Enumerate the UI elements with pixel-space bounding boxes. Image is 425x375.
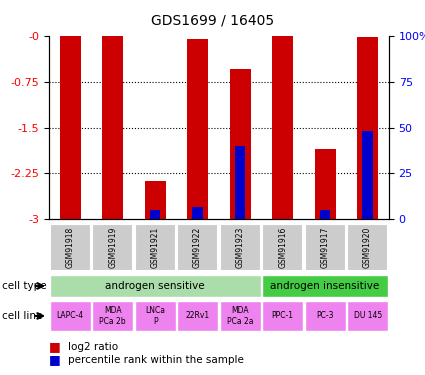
Text: ■: ■	[49, 340, 61, 353]
Text: ■: ■	[49, 354, 61, 366]
Bar	[50, 224, 91, 271]
Text: MDA
PCa 2b: MDA PCa 2b	[99, 306, 126, 326]
Bar	[314, 149, 336, 219]
Text: GSM91923: GSM91923	[235, 227, 245, 268]
Bar	[305, 224, 346, 271]
Bar	[135, 301, 176, 331]
Bar	[357, 37, 378, 219]
Bar	[220, 224, 261, 271]
Text: LNCa
P: LNCa P	[145, 306, 165, 326]
Bar	[347, 301, 388, 331]
Bar	[192, 207, 203, 219]
Bar	[150, 210, 160, 219]
Text: 22Rv1: 22Rv1	[186, 311, 210, 320]
Bar	[135, 224, 176, 271]
Text: percentile rank within the sample: percentile rank within the sample	[68, 355, 244, 365]
Bar	[220, 301, 261, 331]
Text: GSM91920: GSM91920	[363, 227, 372, 268]
Text: GSM91916: GSM91916	[278, 227, 287, 268]
Bar	[272, 36, 293, 219]
Text: GSM91919: GSM91919	[108, 227, 117, 268]
Text: cell type: cell type	[2, 281, 47, 291]
Bar	[235, 146, 245, 219]
Bar	[230, 69, 251, 219]
Bar	[362, 131, 373, 219]
Bar	[144, 182, 166, 219]
Text: MDA
PCa 2a: MDA PCa 2a	[227, 306, 253, 326]
Text: GSM91918: GSM91918	[65, 227, 75, 268]
Text: androgen sensitive: androgen sensitive	[105, 281, 205, 291]
Bar	[177, 301, 218, 331]
Bar	[102, 36, 123, 219]
Bar	[177, 224, 218, 271]
Bar	[305, 301, 346, 331]
Bar	[92, 301, 133, 331]
Text: cell line: cell line	[2, 311, 42, 321]
Bar	[60, 36, 81, 219]
Text: log2 ratio: log2 ratio	[68, 342, 118, 352]
Bar	[320, 210, 330, 219]
Text: PPC-1: PPC-1	[272, 311, 294, 320]
Text: LAPC-4: LAPC-4	[57, 311, 84, 320]
Text: GSM91922: GSM91922	[193, 227, 202, 268]
Bar	[50, 275, 261, 297]
Text: GSM91921: GSM91921	[150, 227, 160, 268]
Text: DU 145: DU 145	[354, 311, 382, 320]
Text: PC-3: PC-3	[316, 311, 334, 320]
Text: GSM91917: GSM91917	[320, 227, 330, 268]
Text: androgen insensitive: androgen insensitive	[270, 281, 380, 291]
Bar	[262, 224, 303, 271]
Bar	[347, 224, 388, 271]
Bar	[262, 301, 303, 331]
Bar	[92, 224, 133, 271]
Bar	[262, 275, 388, 297]
Bar	[50, 301, 91, 331]
Bar	[187, 39, 208, 219]
Text: GDS1699 / 16405: GDS1699 / 16405	[151, 13, 274, 27]
